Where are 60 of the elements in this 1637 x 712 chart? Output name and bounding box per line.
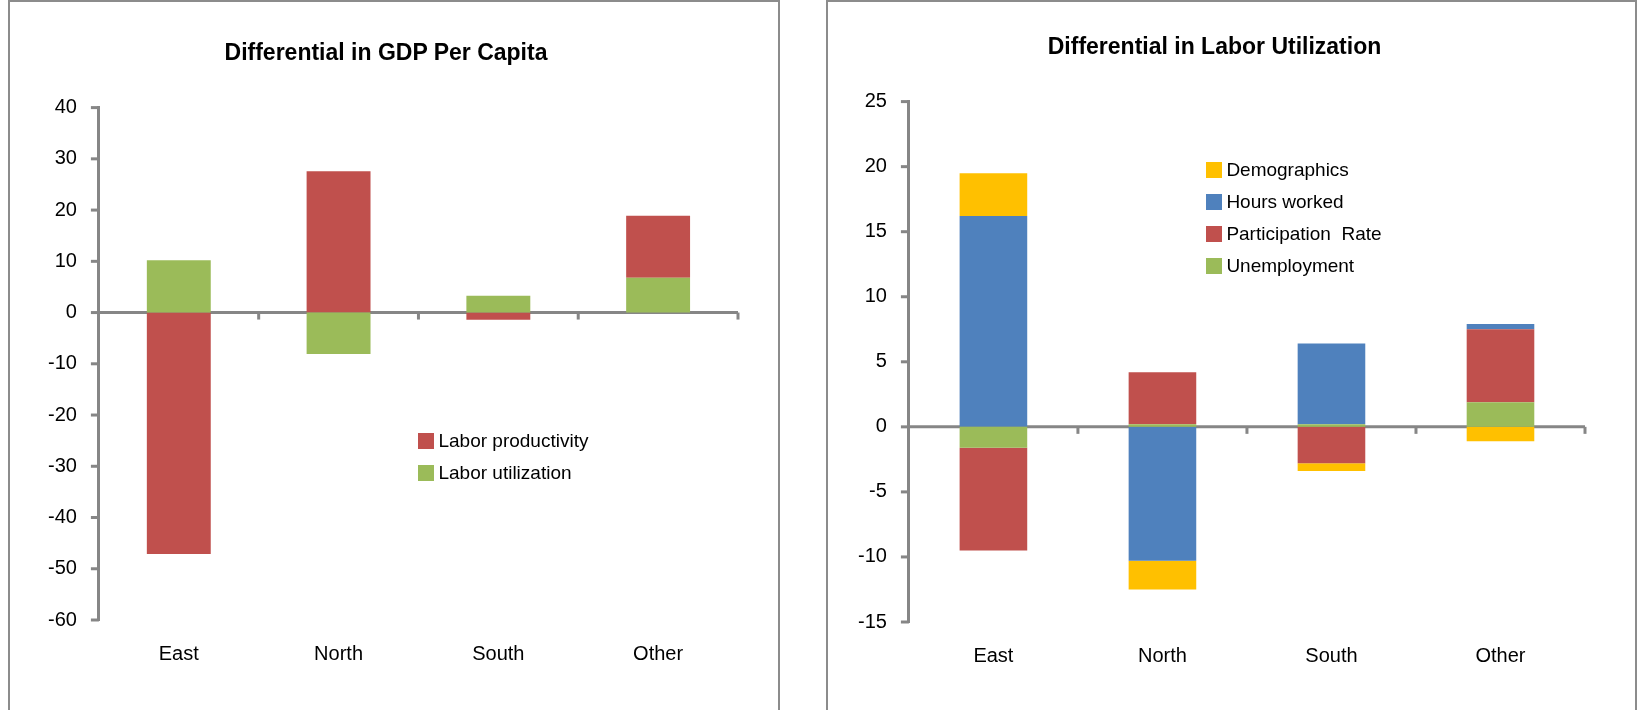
y-tick-label: 40 [54,95,77,118]
y-tick-label: 0 [65,300,77,323]
bar [959,173,1028,217]
x-tick-label: South [472,641,525,664]
y-tick-label: 25 [864,89,887,112]
y-tick-label: 10 [54,248,77,271]
y-tick-label: 15 [864,219,887,242]
bar [1297,426,1366,464]
x-tick-label: Other [633,641,684,664]
bar [306,171,371,313]
y-tick-label: 0 [875,414,887,437]
chart-title: Differential in GDP Per Capita [224,39,548,66]
y-tick-label: 20 [864,154,887,177]
y-tick-label: -10 [858,544,887,567]
y-tick-label: -15 [858,609,887,632]
bar [466,295,531,313]
bar [1128,372,1197,425]
bar [1466,329,1535,403]
bar [1297,463,1366,472]
legend-label: Hours worked [1226,190,1344,213]
y-tick-label: -60 [48,607,77,630]
bar [146,260,211,313]
y-tick-label: 20 [54,197,77,220]
bar [626,277,691,313]
x-tick-label: Other [1475,643,1526,666]
y-tick-label: 30 [54,146,77,169]
legend-label: Unemployment [1226,254,1355,277]
bar [306,312,371,355]
bar [1466,324,1535,330]
bar [1466,402,1535,427]
x-tick-label: East [158,641,200,664]
bar [1466,426,1535,442]
y-tick-label: 5 [875,349,887,372]
bar [959,447,1028,551]
y-tick-label: -20 [48,402,77,425]
bar [959,216,1028,427]
y-tick-label: -5 [869,479,887,502]
x-tick-label: East [973,643,1014,666]
bar [626,215,691,278]
bar [466,312,531,320]
legend-label: Labor utilization [438,462,572,485]
y-tick-label: 10 [864,284,887,307]
bar [1128,426,1197,561]
legend-label: Participation Rate [1226,222,1382,245]
bar [1297,424,1366,427]
x-tick-label: North [314,641,364,664]
bar [146,312,211,554]
y-tick-label: -50 [48,556,77,579]
legend-label: Labor productivity [438,430,589,453]
x-tick-label: North [1137,643,1187,666]
x-tick-label: South [1305,643,1358,666]
chart-title: Differential in Labor Utilization [1047,33,1382,60]
bar [1128,560,1197,590]
legend-label: Demographics [1226,158,1349,181]
y-tick-label: -10 [48,351,77,374]
bar [1297,343,1366,425]
y-tick-label: -30 [48,453,77,476]
bar [959,426,1028,448]
bar [1128,424,1197,427]
y-tick-label: -40 [48,505,77,528]
